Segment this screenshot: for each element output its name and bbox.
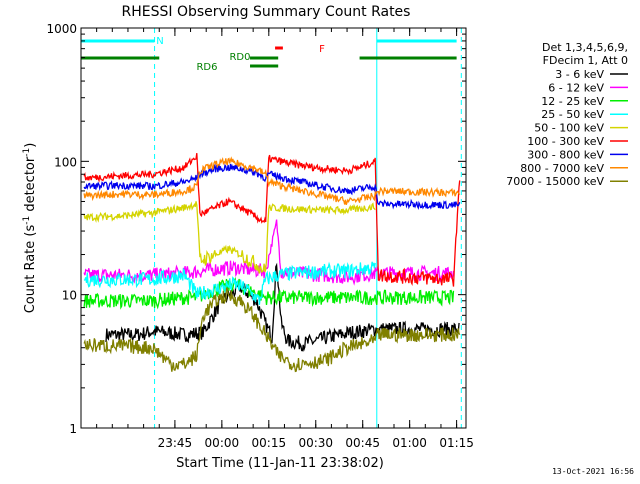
legend-header-line-2: FDecim 1, Att 0 bbox=[543, 54, 628, 67]
x-tick-label-6: 01:15 bbox=[439, 436, 474, 450]
series-line-2 bbox=[83, 276, 455, 310]
flag-label-0: N bbox=[156, 36, 163, 47]
legend: Det 1,3,4,5,6,9, FDecim 1, Att 0 3 - 6 k… bbox=[506, 41, 628, 188]
legend-entry-label-1: 6 - 12 keV bbox=[548, 81, 604, 94]
legend-entry-label-8: 7000 - 15000 keV bbox=[506, 175, 604, 188]
series-line-4 bbox=[83, 201, 376, 274]
x-tick-label-2: 00:15 bbox=[252, 436, 287, 450]
legend-entry-label-4: 50 - 100 keV bbox=[534, 122, 604, 135]
series-line-5 bbox=[83, 153, 461, 287]
series-line-0 bbox=[105, 262, 460, 352]
x-tick-label-5: 01:00 bbox=[392, 436, 427, 450]
series-line-7 bbox=[83, 156, 461, 205]
footer-timestamp: 13-Oct-2021 16:56 bbox=[552, 467, 634, 476]
legend-entry-label-6: 300 - 800 keV bbox=[527, 148, 604, 161]
legend-entry-label-5: 100 - 300 keV bbox=[527, 135, 604, 148]
x-axis: 23:45 00:00 00:15 00:30 00:45 01:00 01:15 bbox=[80, 28, 474, 450]
y-tick-label-1: 10 bbox=[62, 289, 77, 303]
plot-frame bbox=[80, 27, 467, 429]
y-axis: 1 10 100 1000 bbox=[46, 22, 466, 436]
plot-area: N RD0 RD6 F bbox=[81, 28, 462, 428]
y-tick-label-0: 1 bbox=[69, 422, 77, 436]
y-tick-label-3: 1000 bbox=[46, 22, 77, 36]
flag-label-3: F bbox=[319, 44, 325, 55]
x-axis-label: Start Time (11-Jan-11 23:38:02) bbox=[176, 456, 384, 471]
legend-entry-label-0: 3 - 6 keV bbox=[555, 68, 604, 81]
x-tick-label-3: 00:30 bbox=[298, 436, 333, 450]
legend-entry-label-3: 25 - 50 keV bbox=[541, 108, 604, 121]
chart-title: RHESSI Observing Summary Count Rates bbox=[122, 4, 411, 20]
flag-label-1: RD0 bbox=[229, 52, 250, 63]
y-axis-label: Count Rate (s-1 detector-1) bbox=[22, 143, 38, 314]
x-tick-label-0: 23:45 bbox=[158, 436, 193, 450]
legend-entry-label-7: 800 - 7000 keV bbox=[520, 162, 604, 175]
flag-label-2: RD6 bbox=[196, 62, 217, 73]
series-line-3 bbox=[83, 261, 376, 305]
x-tick-label-1: 00:00 bbox=[205, 436, 240, 450]
series-line-6 bbox=[83, 163, 461, 210]
legend-header-line-1: Det 1,3,4,5,6,9, bbox=[542, 41, 628, 54]
series-line-1 bbox=[83, 219, 455, 286]
legend-entry-label-2: 12 - 25 keV bbox=[541, 95, 604, 108]
series-line-8 bbox=[83, 287, 461, 373]
x-tick-label-4: 00:45 bbox=[345, 436, 380, 450]
y-tick-label-2: 100 bbox=[54, 155, 77, 169]
